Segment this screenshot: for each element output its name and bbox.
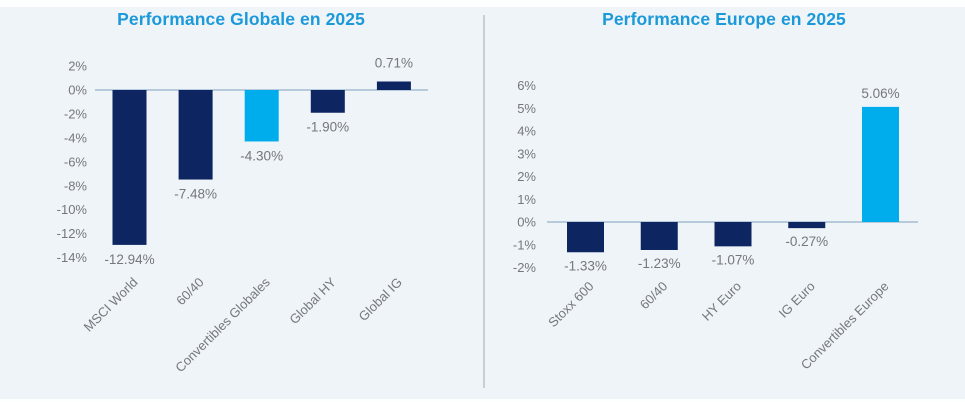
y-tick-label: -14% (57, 250, 88, 265)
y-tick-label: 1% (517, 192, 536, 207)
data-label: -1.23% (638, 256, 681, 271)
bar (178, 90, 213, 180)
category-label: 60/40 (173, 275, 207, 309)
y-tick-label: -12% (57, 226, 88, 241)
data-label: -1.90% (306, 120, 349, 135)
y-tick-label: -1% (513, 237, 537, 252)
y-tick-label: 2% (517, 169, 536, 184)
category-label: Global IG (356, 275, 405, 324)
chart-globale-plot: 2% 0% -2% -4% -6% -8% -10% -12% -14% -12.94% MSCI … (57, 56, 428, 375)
bar (714, 222, 752, 247)
data-label: -12.94% (104, 252, 154, 267)
bar (244, 90, 279, 142)
bar (862, 106, 899, 222)
y-tick-label: -4% (64, 130, 88, 145)
bar (112, 90, 147, 245)
bottom-edge-strip (0, 399, 965, 402)
bar (788, 222, 826, 229)
y-tick-label: -8% (64, 178, 88, 193)
data-label: -1.07% (712, 252, 755, 267)
chart-europe-plot: 6% 5% 4% 3% 2% 1% 0% -1% -2% -1.33% Stoxx 600 -1.23… (513, 78, 918, 372)
category-label: Stoxx 600 (545, 279, 596, 330)
category-label: Global HY (286, 274, 339, 327)
chart-europe-title: Performance Europe en 2025 (602, 9, 846, 29)
chart-globale-title: Performance Globale en 2025 (117, 9, 365, 29)
bar (567, 222, 604, 253)
category-label: IG Euro (776, 279, 818, 321)
y-tick-label: -10% (57, 202, 88, 217)
chart-europe-panel: Performance Europe en 2025 6% 5% 4% 3% 2% 1% 0… (483, 0, 965, 402)
y-tick-label: -2% (513, 260, 537, 275)
data-label: -4.30% (240, 148, 283, 163)
category-label: MSCI World (81, 275, 141, 335)
y-tick-label: 0% (517, 215, 536, 230)
chart-globale-panel: Performance Globale en 2025 2% 0% -2% -4% -6… (0, 0, 482, 402)
top-edge-strip (0, 0, 965, 7)
y-tick-label: -6% (64, 154, 88, 169)
data-label: 5.06% (861, 86, 899, 101)
bar (376, 81, 411, 90)
category-label: HY Euro (699, 279, 744, 324)
y-tick-label: 2% (68, 59, 87, 74)
y-tick-label: 6% (517, 78, 536, 93)
category-label: 60/40 (637, 279, 671, 313)
y-tick-label: 4% (517, 124, 536, 139)
y-tick-label: 5% (517, 101, 536, 116)
y-tick-label: 3% (517, 146, 536, 161)
panel-divider (483, 15, 485, 388)
y-tick-label: 0% (68, 83, 87, 98)
data-label: -7.48% (174, 187, 217, 202)
data-label: 0.71% (375, 56, 413, 71)
bar (640, 222, 678, 250)
y-tick-label: -2% (64, 106, 88, 121)
bar (310, 90, 345, 113)
data-label: -1.33% (564, 258, 607, 273)
data-label: -0.27% (785, 234, 828, 249)
